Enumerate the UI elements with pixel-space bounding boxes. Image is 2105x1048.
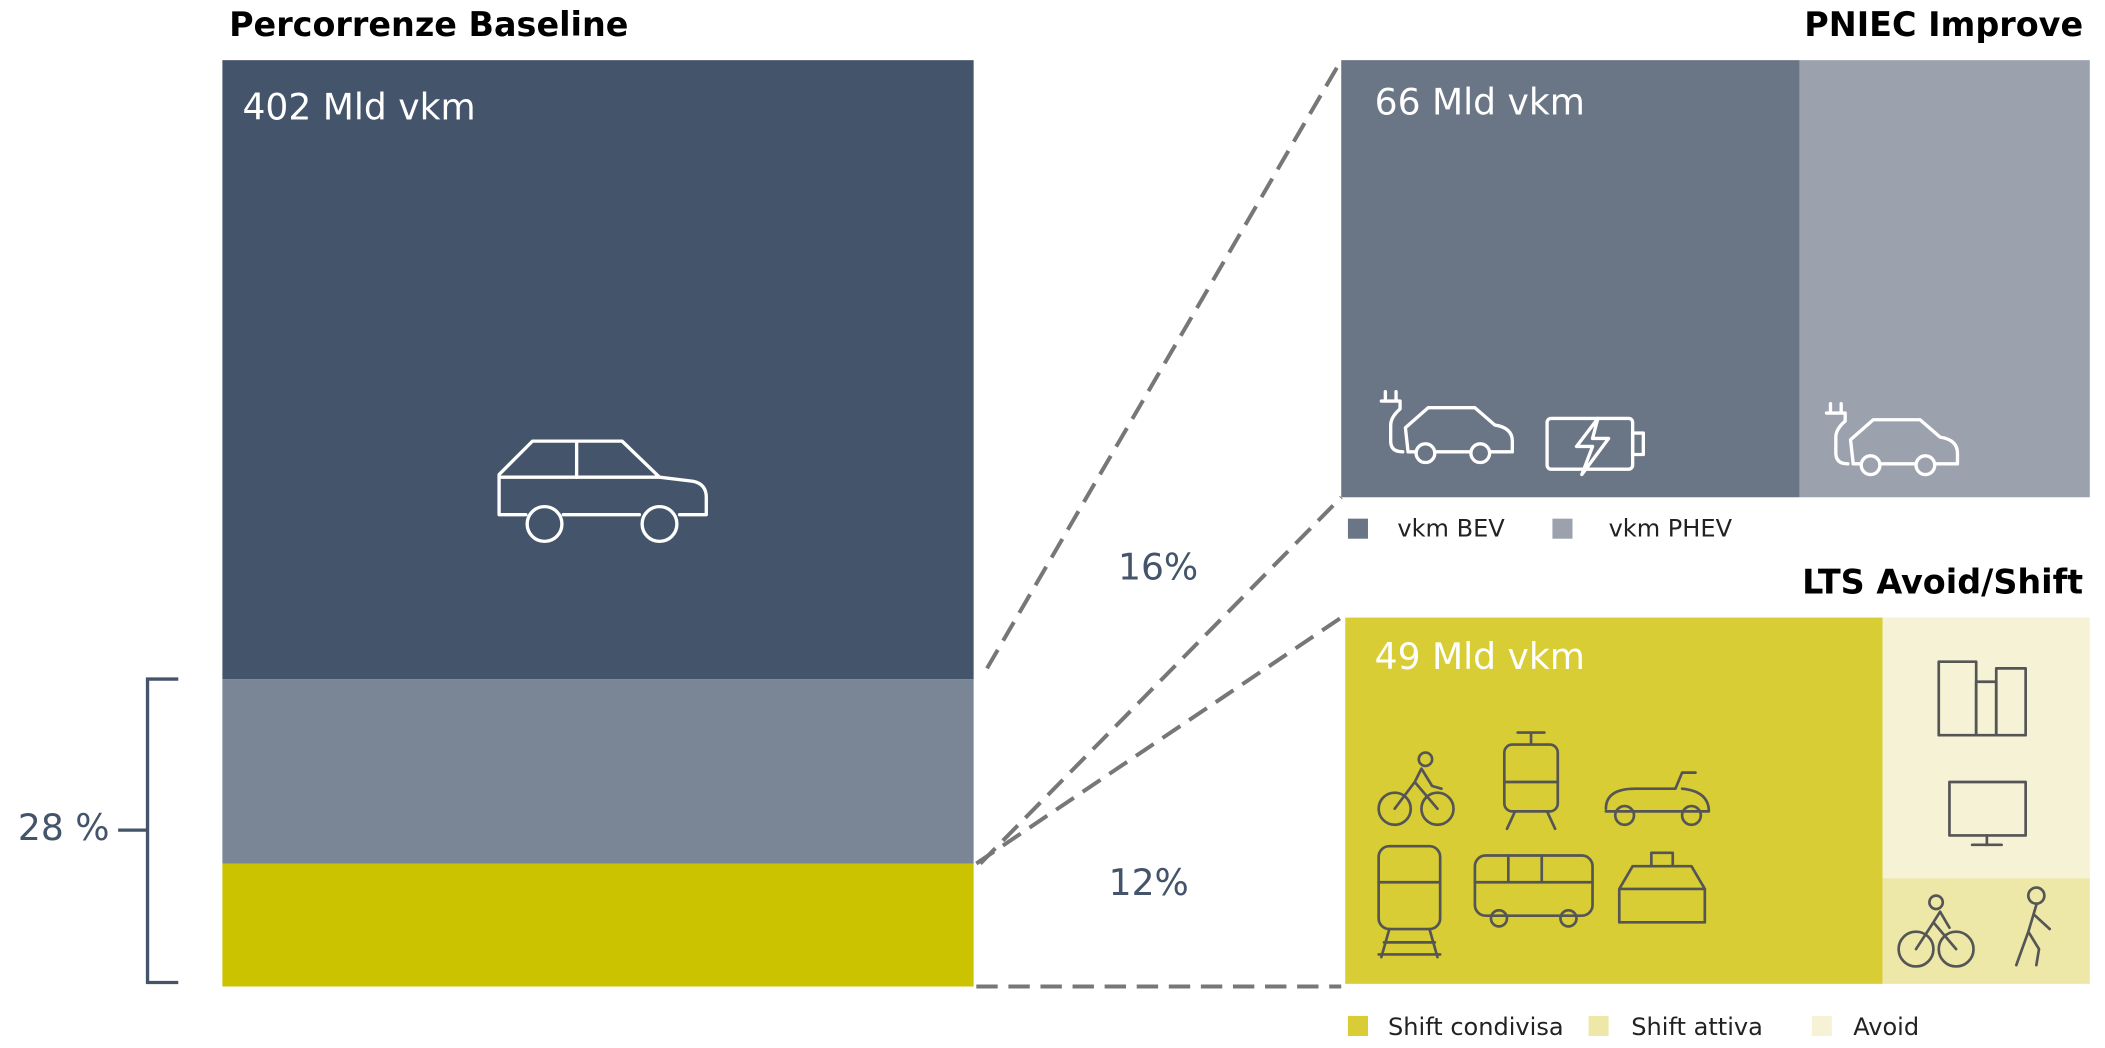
legend-shared: Shift condivisa bbox=[1388, 1013, 1564, 1041]
legend-bev: vkm BEV bbox=[1397, 514, 1505, 542]
legend-phev: vkm PHEV bbox=[1609, 514, 1733, 542]
pniec-share: 16% bbox=[1118, 546, 1198, 588]
legend-swatch-avoid bbox=[1811, 1015, 1832, 1036]
ev-icons bbox=[1379, 389, 1960, 477]
bev-block bbox=[1341, 60, 1800, 498]
avoid-icons bbox=[1897, 660, 2052, 968]
bracket-label: 28 % bbox=[18, 807, 110, 849]
legend-active: Shift attiva bbox=[1631, 1013, 1763, 1041]
legend-swatch-phev bbox=[1552, 518, 1573, 539]
pniec-value: 66 Mld vkm bbox=[1375, 81, 1585, 123]
pniec-title: PNIEC Improve bbox=[1804, 5, 2083, 44]
lts-title: LTS Avoid/Shift bbox=[1802, 563, 2083, 602]
lts-share-block bbox=[222, 863, 974, 987]
phev-block bbox=[1799, 60, 2090, 498]
car-icon bbox=[497, 439, 708, 544]
pniec-share-block bbox=[222, 679, 974, 864]
legend-avoid: Avoid bbox=[1853, 1013, 1919, 1041]
legend-swatch-active bbox=[1588, 1015, 1609, 1036]
baseline-total: 402 Mld vkm bbox=[242, 87, 475, 129]
lts-share: 12% bbox=[1109, 862, 1189, 904]
baseline-block bbox=[222, 60, 974, 680]
legend-swatch-shared bbox=[1347, 1015, 1368, 1036]
legend-swatch-bev bbox=[1347, 518, 1368, 539]
baseline-title: Percorrenze Baseline bbox=[229, 5, 628, 44]
connectors bbox=[975, 59, 1343, 989]
shared-mobility-icons bbox=[1377, 731, 1711, 959]
lts-value: 49 Mld vkm bbox=[1375, 636, 1585, 678]
shift-shared-block bbox=[1345, 617, 1883, 984]
bracket bbox=[118, 677, 179, 985]
